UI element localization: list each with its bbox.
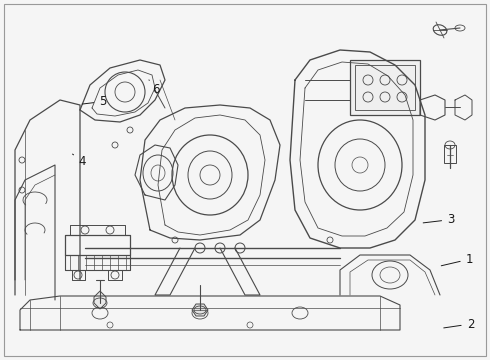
Text: 1: 1 [441,253,473,266]
Text: 6: 6 [149,80,160,96]
Text: 2: 2 [444,318,474,330]
Text: 3: 3 [423,213,455,226]
Text: 5: 5 [82,95,107,108]
Text: 4: 4 [73,154,86,168]
Bar [355,65,415,110]
Bar [350,60,420,115]
Bar [444,145,456,163]
Polygon shape [192,304,208,316]
Polygon shape [94,291,106,309]
